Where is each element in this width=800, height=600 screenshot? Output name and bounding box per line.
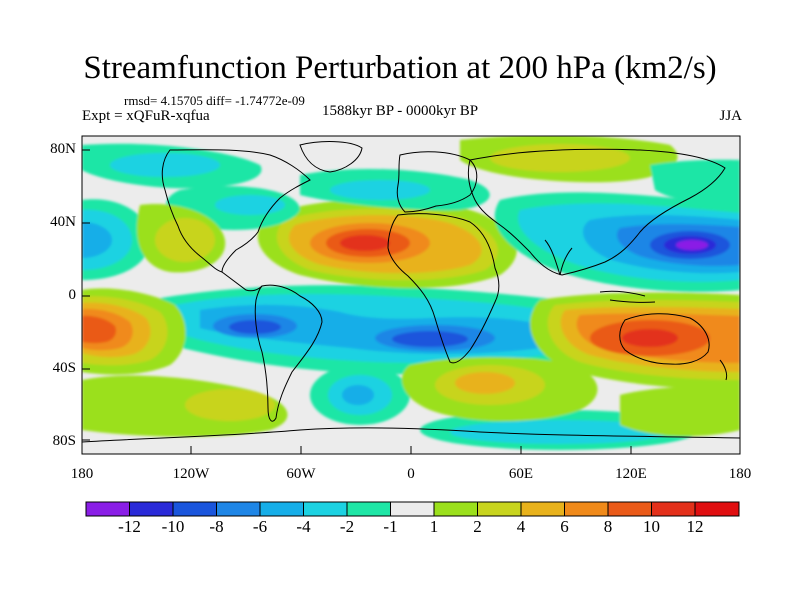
chart-title: Streamfunction Perturbation at 200 hPa (… (83, 50, 717, 86)
lat-label-40s: 40S (52, 360, 76, 376)
colorbar-box (694, 501, 740, 517)
coast-central-america (221, 271, 263, 292)
lon-label-120e: 120E (615, 466, 647, 482)
contour-na-high-6 (340, 235, 390, 251)
coast-asia (467, 148, 726, 276)
colorbar-label: -1 (383, 517, 398, 536)
colorbar-label: 10 (643, 517, 660, 536)
contour-se-pacific-green (620, 386, 740, 437)
contour-south-pacific-core-2 (229, 320, 281, 334)
colorbar-box (259, 501, 304, 517)
colorbar-box (651, 501, 696, 517)
contour-cp-low-3 (82, 222, 112, 258)
coastlines (82, 141, 740, 443)
lon-label-60w: 60W (286, 466, 316, 482)
colorbar-box (520, 501, 565, 517)
coast-india (544, 239, 573, 276)
contour-nw-low-2 (215, 195, 285, 215)
coast-south-america (254, 284, 323, 422)
season-label: JJA (719, 108, 742, 124)
colorbar-label: -12 (118, 517, 141, 536)
colorbar-label: 8 (603, 517, 613, 536)
lon-label-0: 0 (407, 466, 415, 482)
colorbar-label: -6 (252, 517, 268, 536)
colorbar-box (607, 501, 652, 517)
colorbar-label: -2 (339, 517, 355, 536)
colorbar-label: 4 (516, 517, 526, 536)
lat-label-80s: 80S (52, 433, 76, 449)
colorbar-box (564, 501, 609, 517)
lon-label-120w: 120W (172, 466, 210, 482)
colorbar-box (477, 501, 522, 517)
colorbar-box (85, 501, 130, 517)
colorbar-label: 1 (429, 517, 439, 536)
contour-s-pacific-yellow (185, 389, 275, 421)
colorbar-box (129, 501, 174, 517)
contour-s-indian-high-3 (455, 372, 515, 394)
contour-arctic-low-2 (110, 153, 220, 177)
colorbar-label: -8 (209, 517, 224, 536)
coast-indonesia (599, 290, 656, 303)
colorbar-label: -4 (296, 517, 311, 536)
contour-au-high-6 (622, 329, 678, 347)
lat-label-0: 0 (68, 287, 77, 303)
contour-ne-low (650, 159, 740, 205)
streamfunction-field (82, 136, 740, 454)
period-label: 1588kyr BP - 0000kyr BP (322, 103, 479, 119)
coast-north-america (161, 149, 311, 273)
contour-n-atlantic-low-2 (330, 180, 430, 200)
colorbar-box (172, 501, 217, 517)
colorbar-box (390, 501, 435, 517)
coast-australia (619, 313, 710, 365)
lat-label-80n: 80N (50, 141, 76, 157)
lon-label-180w: 180 (70, 466, 94, 482)
colorbar-label: 6 (560, 517, 569, 536)
colorbar-box (346, 501, 391, 517)
coast-greenland (299, 141, 363, 173)
coast-africa (387, 213, 500, 364)
experiment-label: Expt = xQFuR-xqfua (82, 108, 210, 124)
contour-antarctic-low-2 (450, 420, 670, 444)
colorbar-box (216, 501, 261, 517)
lon-label-180e: 180 (728, 466, 752, 482)
contour-sw-atlantic-low-3 (342, 385, 374, 405)
contour-wp-low-7 (676, 240, 708, 250)
colorbar-label: -10 (161, 517, 185, 536)
colorbar-box (433, 501, 478, 517)
contour-ep-high-5 (82, 315, 116, 344)
colorbar-box (303, 501, 348, 517)
colorbar-label: 2 (473, 517, 482, 536)
colorbar-label: 12 (686, 517, 704, 536)
contour-arctic-high-2 (490, 144, 630, 172)
coast-new-zealand (719, 359, 728, 381)
contour-south-atlantic-core-2 (392, 331, 468, 347)
stats-text: rmsd= 4.15705 diff= -1.74772e-09 (124, 93, 305, 108)
lon-label-60e: 60E (508, 466, 534, 482)
colorbar (85, 501, 740, 517)
coast-antarctica (82, 427, 740, 443)
lat-label-40n: 40N (50, 214, 76, 230)
axis-ticks (82, 149, 632, 454)
